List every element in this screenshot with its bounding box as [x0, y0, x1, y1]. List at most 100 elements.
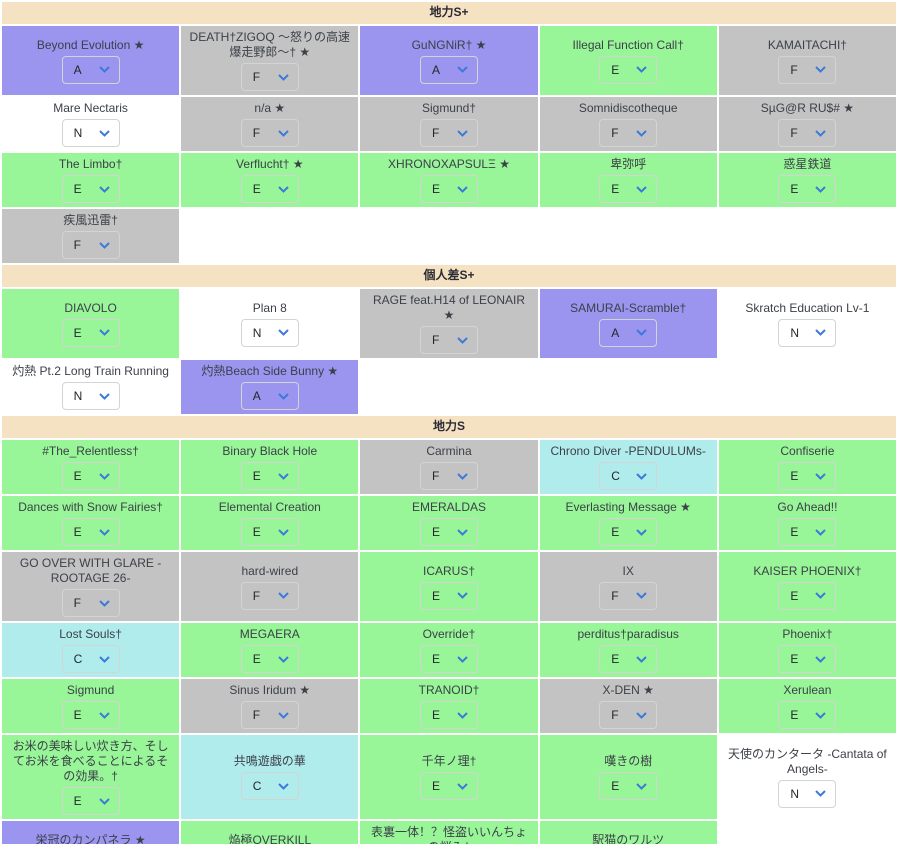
chevron-down-icon — [815, 129, 827, 137]
clear-rating-select[interactable]: E — [778, 701, 837, 729]
song-title: Verflucht† ★ — [236, 157, 304, 171]
rating-value: F — [611, 708, 619, 722]
clear-rating-select[interactable]: N — [778, 318, 837, 347]
chevron-down-icon — [98, 472, 110, 480]
clear-rating-select[interactable]: E — [419, 175, 478, 203]
song-title: KAISER PHOENIX† — [753, 563, 862, 578]
clear-rating-select[interactable]: F — [419, 326, 478, 354]
song-title: KAMAITACHI† — [767, 37, 847, 52]
rating-value: E — [431, 779, 440, 793]
song-row: お米の美味しい炊き方、そしてお米を食べることによるその効果。† E 共鳴遊戯の華 C 千… — [2, 735, 896, 819]
song-title: Lost Souls† — [59, 627, 122, 641]
clear-rating-select[interactable]: E — [61, 518, 120, 546]
song-cell: 栄冠のカンパネラ ★A — [2, 821, 180, 844]
clear-rating-select[interactable]: N — [61, 382, 120, 410]
clear-rating-select[interactable]: C — [240, 772, 299, 800]
rating-value: E — [252, 525, 261, 539]
chevron-down-icon — [636, 782, 647, 790]
clear-rating-select[interactable]: E — [61, 701, 120, 729]
clear-rating-select[interactable]: F — [419, 462, 478, 490]
clear-rating-select[interactable]: E — [419, 581, 478, 610]
empty-cell — [360, 360, 538, 414]
rating-value: E — [431, 652, 440, 666]
song-cell: 天使のカンタータ -Cantata of Angels- N — [718, 735, 896, 819]
clear-rating-select[interactable]: C — [61, 645, 120, 673]
rating-value: F — [790, 62, 798, 77]
clear-rating-select[interactable]: F — [240, 119, 299, 147]
clear-rating-select[interactable]: E — [778, 645, 837, 673]
clear-rating-select[interactable]: E — [240, 645, 299, 673]
chevron-down-icon — [457, 655, 468, 663]
chevron-down-icon — [278, 655, 289, 663]
song-title: Illegal Function Call† — [572, 37, 684, 52]
chevron-down-icon — [98, 599, 110, 607]
rating-value: E — [611, 779, 620, 793]
song-cell: Mare Nectaris N — [2, 97, 180, 151]
clear-rating-select[interactable]: E — [61, 787, 120, 815]
clear-rating-select[interactable]: A — [599, 318, 658, 347]
song-cell: Go Ahead!! E — [718, 496, 896, 550]
clear-rating-select[interactable]: E — [778, 518, 837, 546]
clear-rating-select[interactable]: F — [778, 119, 837, 147]
clear-rating-select[interactable]: E — [419, 518, 478, 546]
clear-rating-select[interactable]: F — [61, 589, 120, 617]
song-cell: Somnidiscotheque F — [539, 97, 717, 151]
clear-rating-select[interactable]: F — [778, 55, 837, 84]
song-title: Everlasting Message ★ — [565, 500, 691, 514]
song-title: The Limbo† — [58, 157, 123, 171]
song-cell: Sinus Iridum ★ F — [181, 679, 359, 733]
song-cell: Dances with Snow Fairies† E — [2, 496, 180, 550]
clear-rating-select[interactable]: F — [240, 581, 299, 610]
rating-value: E — [611, 652, 620, 666]
song-cell: DEATH†ZIGOQ 〜怒りの高速爆走野郎〜† ★ F — [181, 26, 359, 95]
clear-rating-select[interactable]: N — [61, 119, 120, 147]
clear-rating-select[interactable]: E — [599, 175, 658, 203]
clear-rating-select[interactable]: C — [599, 462, 658, 490]
chevron-down-icon — [636, 185, 647, 193]
clear-rating-select[interactable]: E — [778, 462, 837, 490]
song-cell: Plan 8 N — [181, 289, 359, 358]
clear-rating-select[interactable]: N — [778, 779, 837, 808]
chevron-down-icon — [815, 528, 827, 536]
clear-rating-select[interactable]: E — [778, 581, 837, 610]
clear-rating-select[interactable]: F — [61, 231, 120, 259]
clear-rating-select[interactable]: E — [240, 462, 299, 490]
song-title: 栄冠のカンパネラ ★ — [35, 832, 146, 844]
song-cell: Sigmund† F — [360, 97, 538, 151]
clear-rating-select[interactable]: A — [61, 55, 120, 84]
clear-rating-select[interactable]: F — [599, 581, 658, 610]
clear-rating-select[interactable]: E — [61, 318, 120, 347]
chevron-down-icon — [636, 592, 647, 599]
clear-rating-select[interactable]: A — [419, 55, 478, 84]
clear-rating-select[interactable]: F — [419, 119, 478, 147]
clear-rating-select[interactable]: E — [599, 645, 658, 673]
clear-rating-select[interactable]: E — [778, 175, 837, 203]
song-cell: XHRONOXAPSULΞ ★ E — [360, 153, 538, 207]
clear-rating-select[interactable]: F — [599, 701, 658, 729]
clear-rating-select[interactable]: E — [240, 518, 299, 546]
clear-rating-select[interactable]: E — [599, 55, 658, 84]
song-title: Carmina — [426, 444, 472, 458]
clear-rating-select[interactable]: F — [240, 63, 299, 91]
clear-rating-select[interactable]: A — [240, 382, 299, 410]
section-header-jiriki-s-plus: 地力S+ — [2, 2, 896, 24]
song-title: n/a ★ — [254, 101, 286, 115]
clear-rating-select[interactable]: N — [240, 318, 299, 347]
chevron-down-icon — [278, 129, 289, 137]
song-title: DEATH†ZIGOQ 〜怒りの高速爆走野郎〜† ★ — [189, 30, 351, 59]
clear-rating-select[interactable]: E — [240, 175, 299, 203]
clear-rating-select[interactable]: E — [599, 772, 658, 800]
clear-rating-select[interactable]: E — [419, 772, 478, 800]
song-title: DIAVOLO — [64, 300, 117, 315]
song-title: 天使のカンタータ -Cantata of Angels- — [728, 746, 887, 776]
chevron-down-icon — [278, 711, 289, 719]
clear-rating-select[interactable]: E — [599, 518, 658, 546]
clear-rating-select[interactable]: E — [61, 462, 120, 490]
clear-rating-select[interactable]: F — [240, 701, 299, 729]
clear-rating-select[interactable]: F — [599, 119, 658, 147]
clear-rating-select[interactable]: E — [419, 701, 478, 729]
rating-value: E — [73, 469, 82, 483]
clear-rating-select[interactable]: E — [61, 175, 120, 203]
clear-rating-select[interactable]: E — [419, 645, 478, 673]
